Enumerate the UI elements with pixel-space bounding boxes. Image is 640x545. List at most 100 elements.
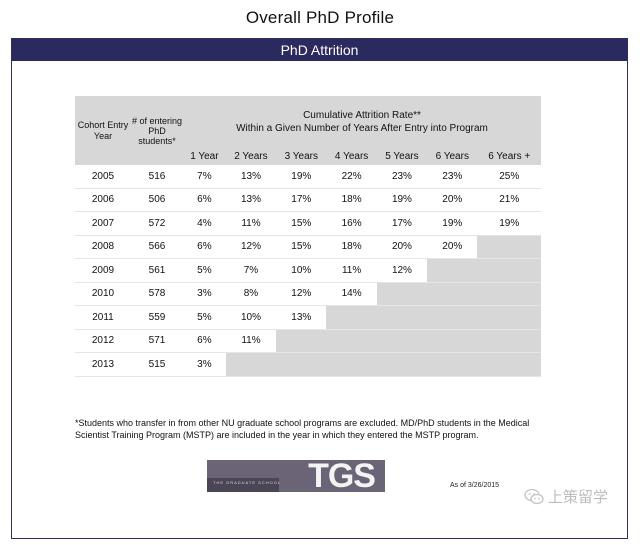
cohort-year-cell: 2008 xyxy=(75,235,131,259)
header-year-col: 5 Years xyxy=(376,148,428,165)
header-entering-students: # of entering PhD students* xyxy=(131,96,183,165)
attrition-rate-cell: 19% xyxy=(376,188,428,212)
attrition-rate-cell: 17% xyxy=(376,211,428,235)
entering-count-cell: 561 xyxy=(131,258,183,282)
attrition-rate-cell: 18% xyxy=(326,235,377,259)
empty-cell xyxy=(477,282,541,306)
attrition-rate-cell: 7% xyxy=(183,165,226,188)
attrition-rate-cell: 5% xyxy=(183,305,226,329)
empty-cell xyxy=(427,282,478,306)
header-cumulative-rate: Cumulative Attrition Rate** Within a Giv… xyxy=(183,96,541,148)
tgs-logo: THE GRADUATE SCHOOL TGS xyxy=(207,460,385,492)
attrition-rate-cell: 14% xyxy=(326,282,377,306)
attrition-rate-cell: 12% xyxy=(276,282,327,306)
table-row: 2012 571 6% 11% xyxy=(75,329,541,353)
attrition-rate-cell: 23% xyxy=(427,165,478,188)
header-cohort-year: Cohort Entry Year xyxy=(75,96,131,165)
attrition-rate-cell: 23% xyxy=(376,165,428,188)
empty-cell xyxy=(477,352,541,376)
entering-count-cell: 559 xyxy=(131,305,183,329)
empty-cell xyxy=(427,329,478,353)
empty-cell xyxy=(225,352,277,376)
attrition-rate-cell: 20% xyxy=(376,235,428,259)
header-year-col: 6 Years xyxy=(427,148,478,165)
empty-cell xyxy=(326,352,377,376)
footnote: *Students who transfer in from other NU … xyxy=(75,418,530,440)
header-rate-line1: Cumulative Attrition Rate** xyxy=(303,110,421,121)
attrition-rate-cell: 19% xyxy=(477,211,541,235)
attrition-rate-cell: 25% xyxy=(477,165,541,188)
table-row: 2013 515 3% xyxy=(75,352,541,376)
attrition-rate-cell: 6% xyxy=(183,329,226,353)
attrition-rate-cell: 18% xyxy=(326,188,377,212)
empty-cell xyxy=(376,282,428,306)
table-row: 2009 561 5% 7% 10% 11% 12% xyxy=(75,258,541,282)
cohort-year-cell: 2011 xyxy=(75,305,131,329)
header-year-col: 6 Years + xyxy=(477,148,541,165)
attrition-rate-cell: 19% xyxy=(427,211,478,235)
empty-cell xyxy=(427,258,478,282)
attrition-rate-cell: 4% xyxy=(183,211,226,235)
attrition-rate-cell: 7% xyxy=(225,258,277,282)
empty-cell xyxy=(477,305,541,329)
attrition-rate-cell: 13% xyxy=(225,165,277,188)
empty-cell xyxy=(326,329,377,353)
cohort-year-cell: 2013 xyxy=(75,352,131,376)
header-year-col: 2 Years xyxy=(225,148,277,165)
attrition-rate-cell: 3% xyxy=(183,352,226,376)
empty-cell xyxy=(376,305,428,329)
report-frame: PhD Attrition xyxy=(11,38,628,539)
attrition-rate-cell: 10% xyxy=(276,258,327,282)
attrition-rate-cell: 11% xyxy=(225,329,277,353)
attrition-rate-cell: 22% xyxy=(326,165,377,188)
attrition-rate-cell: 15% xyxy=(276,211,327,235)
logo-text: TGS xyxy=(308,460,376,492)
cohort-year-cell: 2012 xyxy=(75,329,131,353)
attrition-rate-cell: 6% xyxy=(183,188,226,212)
table-row: 2007 572 4% 11% 15% 16% 17% 19% 19% xyxy=(75,211,541,235)
attrition-rate-cell: 19% xyxy=(276,165,327,188)
table-row: 2005 516 7% 13% 19% 22% 23% 23% 25% xyxy=(75,165,541,188)
entering-count-cell: 578 xyxy=(131,282,183,306)
attrition-rate-cell: 6% xyxy=(183,235,226,259)
empty-cell xyxy=(427,352,478,376)
wechat-icon xyxy=(524,488,544,506)
entering-count-cell: 571 xyxy=(131,329,183,353)
attrition-rate-cell: 11% xyxy=(326,258,377,282)
entering-count-cell: 566 xyxy=(131,235,183,259)
logo-small-text: THE GRADUATE SCHOOL xyxy=(213,480,282,485)
attrition-rate-cell: 12% xyxy=(225,235,277,259)
attrition-rate-cell: 20% xyxy=(427,235,478,259)
empty-cell xyxy=(376,329,428,353)
attrition-rate-cell: 20% xyxy=(427,188,478,212)
as-of-date: As of 3/26/2015 xyxy=(450,482,500,489)
cohort-year-cell: 2007 xyxy=(75,211,131,235)
entering-count-cell: 516 xyxy=(131,165,183,188)
header-year-col: 4 Years xyxy=(326,148,377,165)
table-row: 2008 566 6% 12% 15% 18% 20% 20% xyxy=(75,235,541,259)
watermark-text: 上策留学 xyxy=(548,489,609,506)
empty-cell xyxy=(477,258,541,282)
empty-cell xyxy=(427,305,478,329)
attrition-table-area: Cohort Entry Year # of entering PhD stud… xyxy=(75,96,555,377)
logo-strip xyxy=(207,478,279,492)
section-banner: PhD Attrition xyxy=(12,39,627,61)
attrition-rate-cell: 16% xyxy=(326,211,377,235)
attrition-rate-cell: 15% xyxy=(276,235,327,259)
attrition-rate-cell: 21% xyxy=(477,188,541,212)
table-row: 2010 578 3% 8% 12% 14% xyxy=(75,282,541,306)
cohort-year-cell: 2006 xyxy=(75,188,131,212)
header-rate-line2: Within a Given Number of Years After Ent… xyxy=(236,123,488,134)
header-year-col: 1 Year xyxy=(183,148,226,165)
attrition-rate-cell: 12% xyxy=(376,258,428,282)
header-year-col: 3 Years xyxy=(276,148,327,165)
attrition-rate-cell: 17% xyxy=(276,188,327,212)
attrition-rate-cell: 3% xyxy=(183,282,226,306)
empty-cell xyxy=(326,305,377,329)
empty-cell xyxy=(477,235,541,259)
cohort-year-cell: 2010 xyxy=(75,282,131,306)
cohort-year-cell: 2009 xyxy=(75,258,131,282)
entering-count-cell: 515 xyxy=(131,352,183,376)
page-title: Overall PhD Profile xyxy=(245,8,395,27)
attrition-rate-cell: 8% xyxy=(225,282,277,306)
